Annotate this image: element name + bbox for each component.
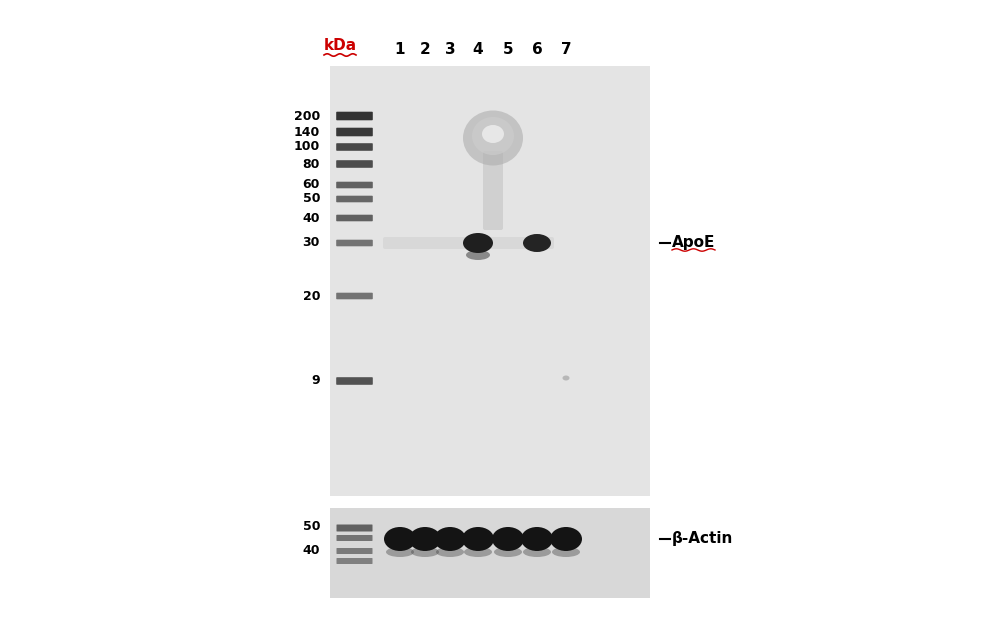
FancyBboxPatch shape	[336, 128, 373, 136]
Ellipse shape	[521, 527, 553, 551]
Text: β-Actin: β-Actin	[672, 531, 733, 546]
FancyBboxPatch shape	[336, 196, 373, 202]
Ellipse shape	[523, 547, 551, 557]
FancyBboxPatch shape	[336, 143, 373, 151]
Text: 200: 200	[294, 110, 320, 123]
FancyBboxPatch shape	[336, 240, 373, 246]
Ellipse shape	[550, 527, 582, 551]
Text: 40: 40	[302, 212, 320, 225]
Bar	[330, 508, 650, 598]
Text: 30: 30	[303, 237, 320, 250]
Text: 3: 3	[445, 41, 455, 56]
FancyBboxPatch shape	[336, 535, 372, 541]
FancyBboxPatch shape	[336, 182, 373, 188]
Ellipse shape	[436, 547, 464, 557]
Text: 60: 60	[303, 178, 320, 192]
Ellipse shape	[562, 376, 570, 381]
Text: 40: 40	[302, 543, 320, 557]
Text: 6: 6	[532, 41, 542, 56]
FancyBboxPatch shape	[336, 377, 373, 385]
Ellipse shape	[523, 234, 551, 252]
Ellipse shape	[494, 547, 522, 557]
Bar	[330, 66, 650, 496]
Ellipse shape	[492, 527, 524, 551]
Text: 100: 100	[294, 140, 320, 153]
Text: 50: 50	[302, 520, 320, 533]
Text: kDa: kDa	[323, 39, 357, 53]
Ellipse shape	[466, 250, 490, 260]
Text: 20: 20	[302, 289, 320, 302]
Text: 1: 1	[395, 41, 405, 56]
Text: 7: 7	[561, 41, 571, 56]
Ellipse shape	[463, 233, 493, 253]
Text: 9: 9	[311, 374, 320, 387]
Ellipse shape	[472, 117, 514, 155]
FancyBboxPatch shape	[336, 111, 373, 120]
Ellipse shape	[384, 527, 416, 551]
Text: 140: 140	[294, 125, 320, 138]
Text: 5: 5	[503, 41, 513, 56]
Ellipse shape	[386, 547, 414, 557]
Text: ApoE: ApoE	[672, 235, 715, 250]
FancyBboxPatch shape	[336, 215, 373, 222]
Ellipse shape	[464, 547, 492, 557]
Ellipse shape	[552, 547, 580, 557]
Ellipse shape	[462, 527, 494, 551]
Text: 50: 50	[302, 193, 320, 205]
FancyBboxPatch shape	[483, 151, 503, 230]
Ellipse shape	[411, 547, 439, 557]
Text: 2: 2	[420, 41, 430, 56]
Text: 80: 80	[303, 158, 320, 170]
Text: 4: 4	[473, 41, 483, 56]
Ellipse shape	[434, 527, 466, 551]
FancyBboxPatch shape	[336, 293, 373, 299]
FancyBboxPatch shape	[383, 237, 554, 249]
FancyBboxPatch shape	[336, 548, 372, 554]
Ellipse shape	[409, 527, 441, 551]
Ellipse shape	[463, 111, 523, 165]
FancyBboxPatch shape	[336, 525, 372, 531]
FancyBboxPatch shape	[336, 160, 373, 168]
Ellipse shape	[482, 125, 504, 143]
FancyBboxPatch shape	[336, 558, 372, 564]
